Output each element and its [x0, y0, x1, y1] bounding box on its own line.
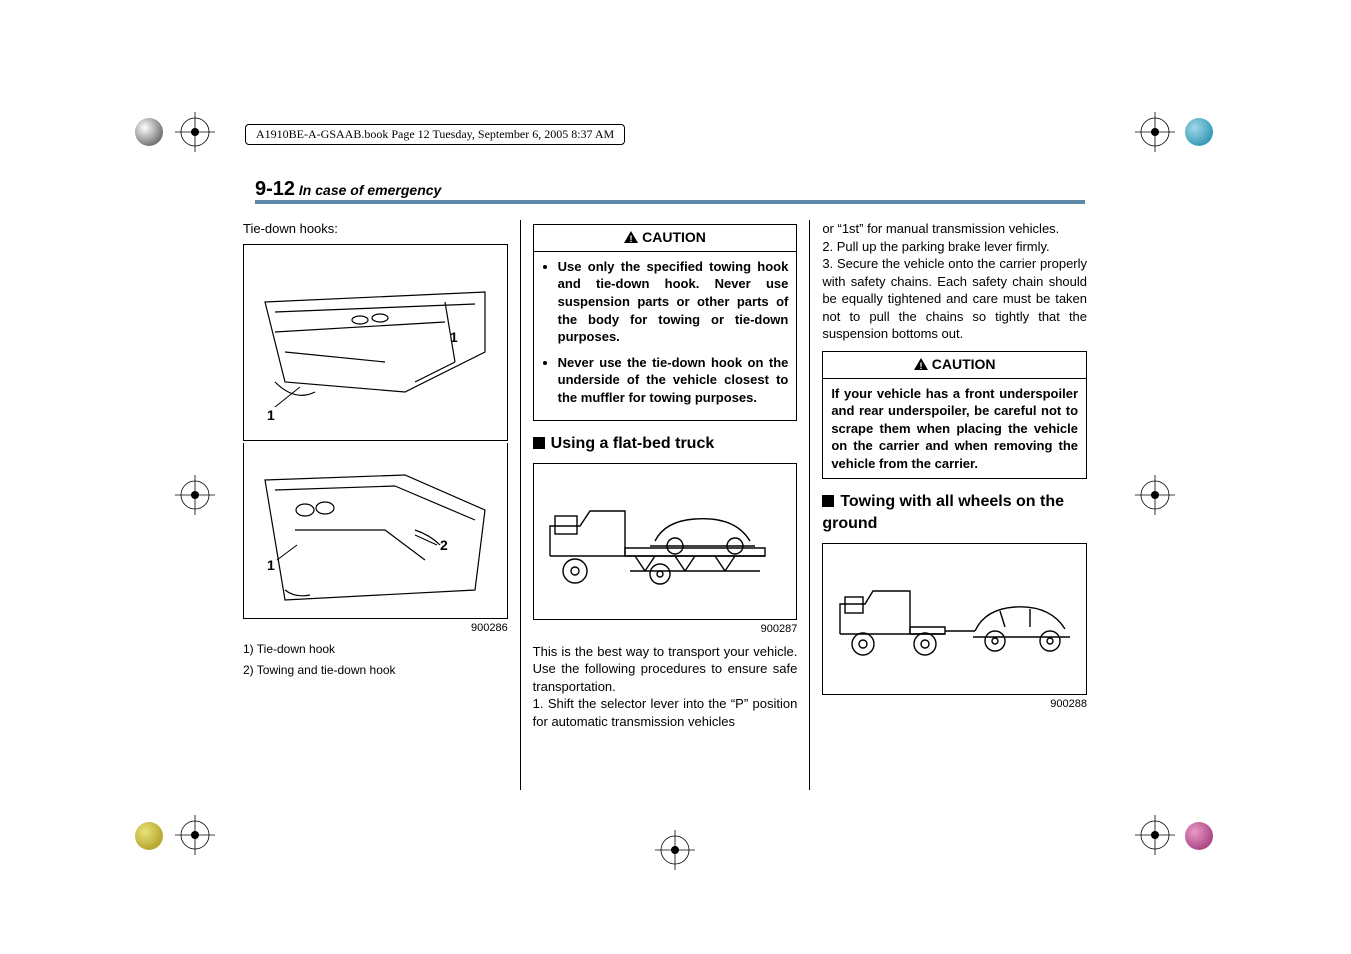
caution-title-2: ! CAUTION: [823, 352, 1086, 379]
reg-mark-tr: [1135, 112, 1175, 157]
header-rule: [255, 200, 1085, 204]
color-dot-bl: [135, 822, 163, 850]
para-top-1: or “1st” for manual transmission vehicle…: [822, 220, 1087, 238]
warning-icon: !: [624, 229, 638, 248]
reg-mark-bl: [175, 815, 215, 860]
figure-underside-2: 1 2: [243, 443, 508, 619]
figure-towing: [822, 543, 1087, 695]
subhead-flatbed-text: Using a flat-bed truck: [551, 435, 715, 452]
color-dot-br: [1185, 822, 1213, 850]
page-number: 9-12: [255, 178, 295, 200]
reg-mark-br: [1135, 815, 1175, 860]
figure-code-1: 900286: [243, 621, 508, 636]
para-flatbed-2: 1. Shift the selector lever into the “P”…: [533, 695, 798, 730]
para-flatbed-1: This is the best way to transport your v…: [533, 643, 798, 696]
caution-box-1: ! CAUTION Use only the specified towing …: [533, 224, 798, 421]
color-dot-tr: [1185, 118, 1213, 146]
svg-text:2: 2: [440, 537, 448, 553]
column-3: or “1st” for manual transmission vehicle…: [814, 220, 1095, 790]
para-top-3: 3. Secure the vehicle onto the carrier p…: [822, 255, 1087, 343]
svg-text:!: !: [919, 361, 922, 370]
svg-text:!: !: [630, 234, 633, 243]
legend-1: 1) Tie-down hook: [243, 641, 508, 657]
content-columns: Tie-down hooks: 1 1: [235, 220, 1095, 790]
square-bullet-icon: [822, 495, 834, 507]
caution-item-1: Use only the specified towing hook and t…: [558, 258, 789, 346]
square-bullet-icon: [533, 437, 545, 449]
column-separator-2: [809, 220, 810, 790]
reg-mark-bc: [655, 830, 695, 875]
figure-code-2: 900287: [533, 622, 798, 637]
page-header: 9-12 In case of emergency: [255, 178, 441, 201]
caution-body-2: If your vehicle has a front underspoiler…: [823, 379, 1086, 479]
svg-text:1: 1: [267, 557, 275, 573]
reg-mark-tl: [175, 112, 215, 157]
warning-icon: !: [914, 356, 928, 375]
subhead-flatbed: Using a flat-bed truck: [533, 433, 798, 455]
reg-mark-mr: [1135, 475, 1175, 520]
reg-mark-ml: [175, 475, 215, 520]
section-title: In case of emergency: [299, 182, 441, 198]
color-dot-tl: [135, 118, 163, 146]
figure-underside-1: 1 1: [243, 244, 508, 441]
tie-down-heading: Tie-down hooks:: [243, 220, 508, 238]
caution-body-1: Use only the specified towing hook and t…: [534, 252, 797, 420]
column-separator-1: [520, 220, 521, 790]
legend-2: 2) Towing and tie-down hook: [243, 662, 508, 678]
figure-code-3: 900288: [822, 697, 1087, 712]
svg-text:1: 1: [450, 329, 458, 345]
caution-title-1: ! CAUTION: [534, 225, 797, 252]
subhead-towing: Towing with all wheels on the ground: [822, 491, 1087, 534]
svg-text:1: 1: [267, 407, 275, 423]
pdf-header-note: A1910BE-A-GSAAB.book Page 12 Tuesday, Se…: [245, 124, 625, 145]
para-top-2: 2. Pull up the parking brake lever firml…: [822, 238, 1087, 256]
column-1: Tie-down hooks: 1 1: [235, 220, 516, 790]
figure-flatbed: [533, 463, 798, 620]
subhead-towing-text: Towing with all wheels on the ground: [822, 493, 1064, 532]
caution-label-2: CAUTION: [932, 356, 996, 372]
caution-box-2: ! CAUTION If your vehicle has a front un…: [822, 351, 1087, 480]
caution-item-2: Never use the tie-down hook on the under…: [558, 354, 789, 407]
column-2: ! CAUTION Use only the specified towing …: [525, 220, 806, 790]
caution-label-1: CAUTION: [642, 229, 706, 245]
